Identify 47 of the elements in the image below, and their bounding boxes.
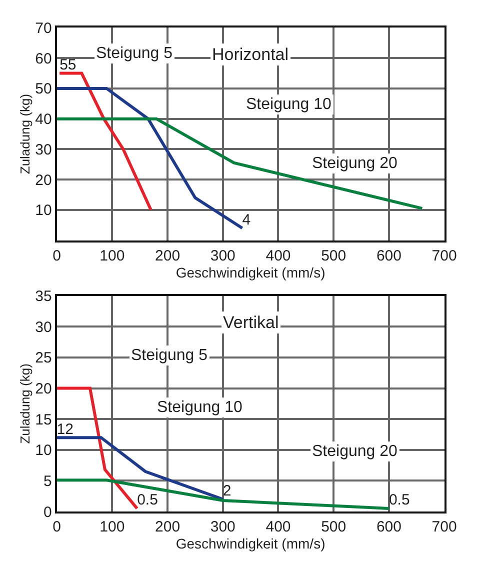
annotation: Steigung 10	[246, 96, 332, 113]
x-tick-label: 400	[266, 247, 291, 264]
annotation: Steigung 20	[312, 443, 398, 460]
annotation: Steigung 5	[96, 45, 173, 62]
text: Horizontal	[212, 45, 289, 64]
annotation: Steigung 20	[312, 155, 398, 172]
data-label: 0.5	[137, 492, 158, 509]
y-tick-label: 30	[35, 141, 52, 158]
x-tick-label: 500	[321, 518, 346, 536]
data-label: 12	[56, 420, 74, 438]
y-tick-label: 20	[35, 172, 52, 189]
x-tick-label: 500	[321, 247, 346, 264]
x-tick-label: 400	[266, 518, 291, 536]
line-series	[56, 86, 244, 230]
y-tick-label: 5	[43, 472, 52, 490]
x-tick-label: 300	[210, 518, 236, 536]
data-label: 55	[60, 56, 76, 74]
x-tick-label: 100	[100, 518, 125, 536]
y-tick-label: 10	[35, 442, 52, 460]
y-tick-label: 0	[43, 504, 52, 521]
y-tick-label: 15	[35, 411, 52, 428]
x-tick-label: 200	[155, 247, 180, 264]
annotation: Steigung 5	[131, 347, 208, 364]
text: Vertikal	[223, 313, 279, 332]
annotation: Steigung 10	[157, 399, 243, 416]
x-tick-label: 600	[376, 247, 402, 264]
y-tick-label: 25	[35, 350, 52, 367]
line-series	[58, 72, 152, 212]
x-tick-label: 100	[100, 247, 125, 264]
x-tick-label: 700	[432, 518, 457, 536]
x-tick-label: 200	[155, 518, 180, 536]
y-tick-label: 40	[35, 111, 52, 128]
y-axis-title: Zuladung (kg)	[18, 94, 33, 174]
y-tick-label: 50	[35, 80, 52, 98]
x-axis-title: Geschwindigkeit (mm/s)	[176, 536, 326, 552]
data-label: 4	[242, 211, 251, 228]
y-axis-title: Zuladung (kg)	[18, 364, 33, 444]
y-tick-label: 60	[35, 50, 52, 68]
x-tick-label: 700	[432, 247, 457, 264]
x-tick-label: 300	[210, 247, 236, 264]
y-tick-label: 30	[35, 318, 52, 336]
x-axis-title: Geschwindigkeit (mm/s)	[176, 264, 326, 280]
y-tick-label: 10	[35, 202, 52, 220]
y-tick-label: 70	[35, 20, 52, 37]
y-tick-label: 35	[35, 288, 52, 306]
x-tick-label: 600	[376, 518, 402, 536]
y-tick-label: 20	[35, 380, 52, 398]
